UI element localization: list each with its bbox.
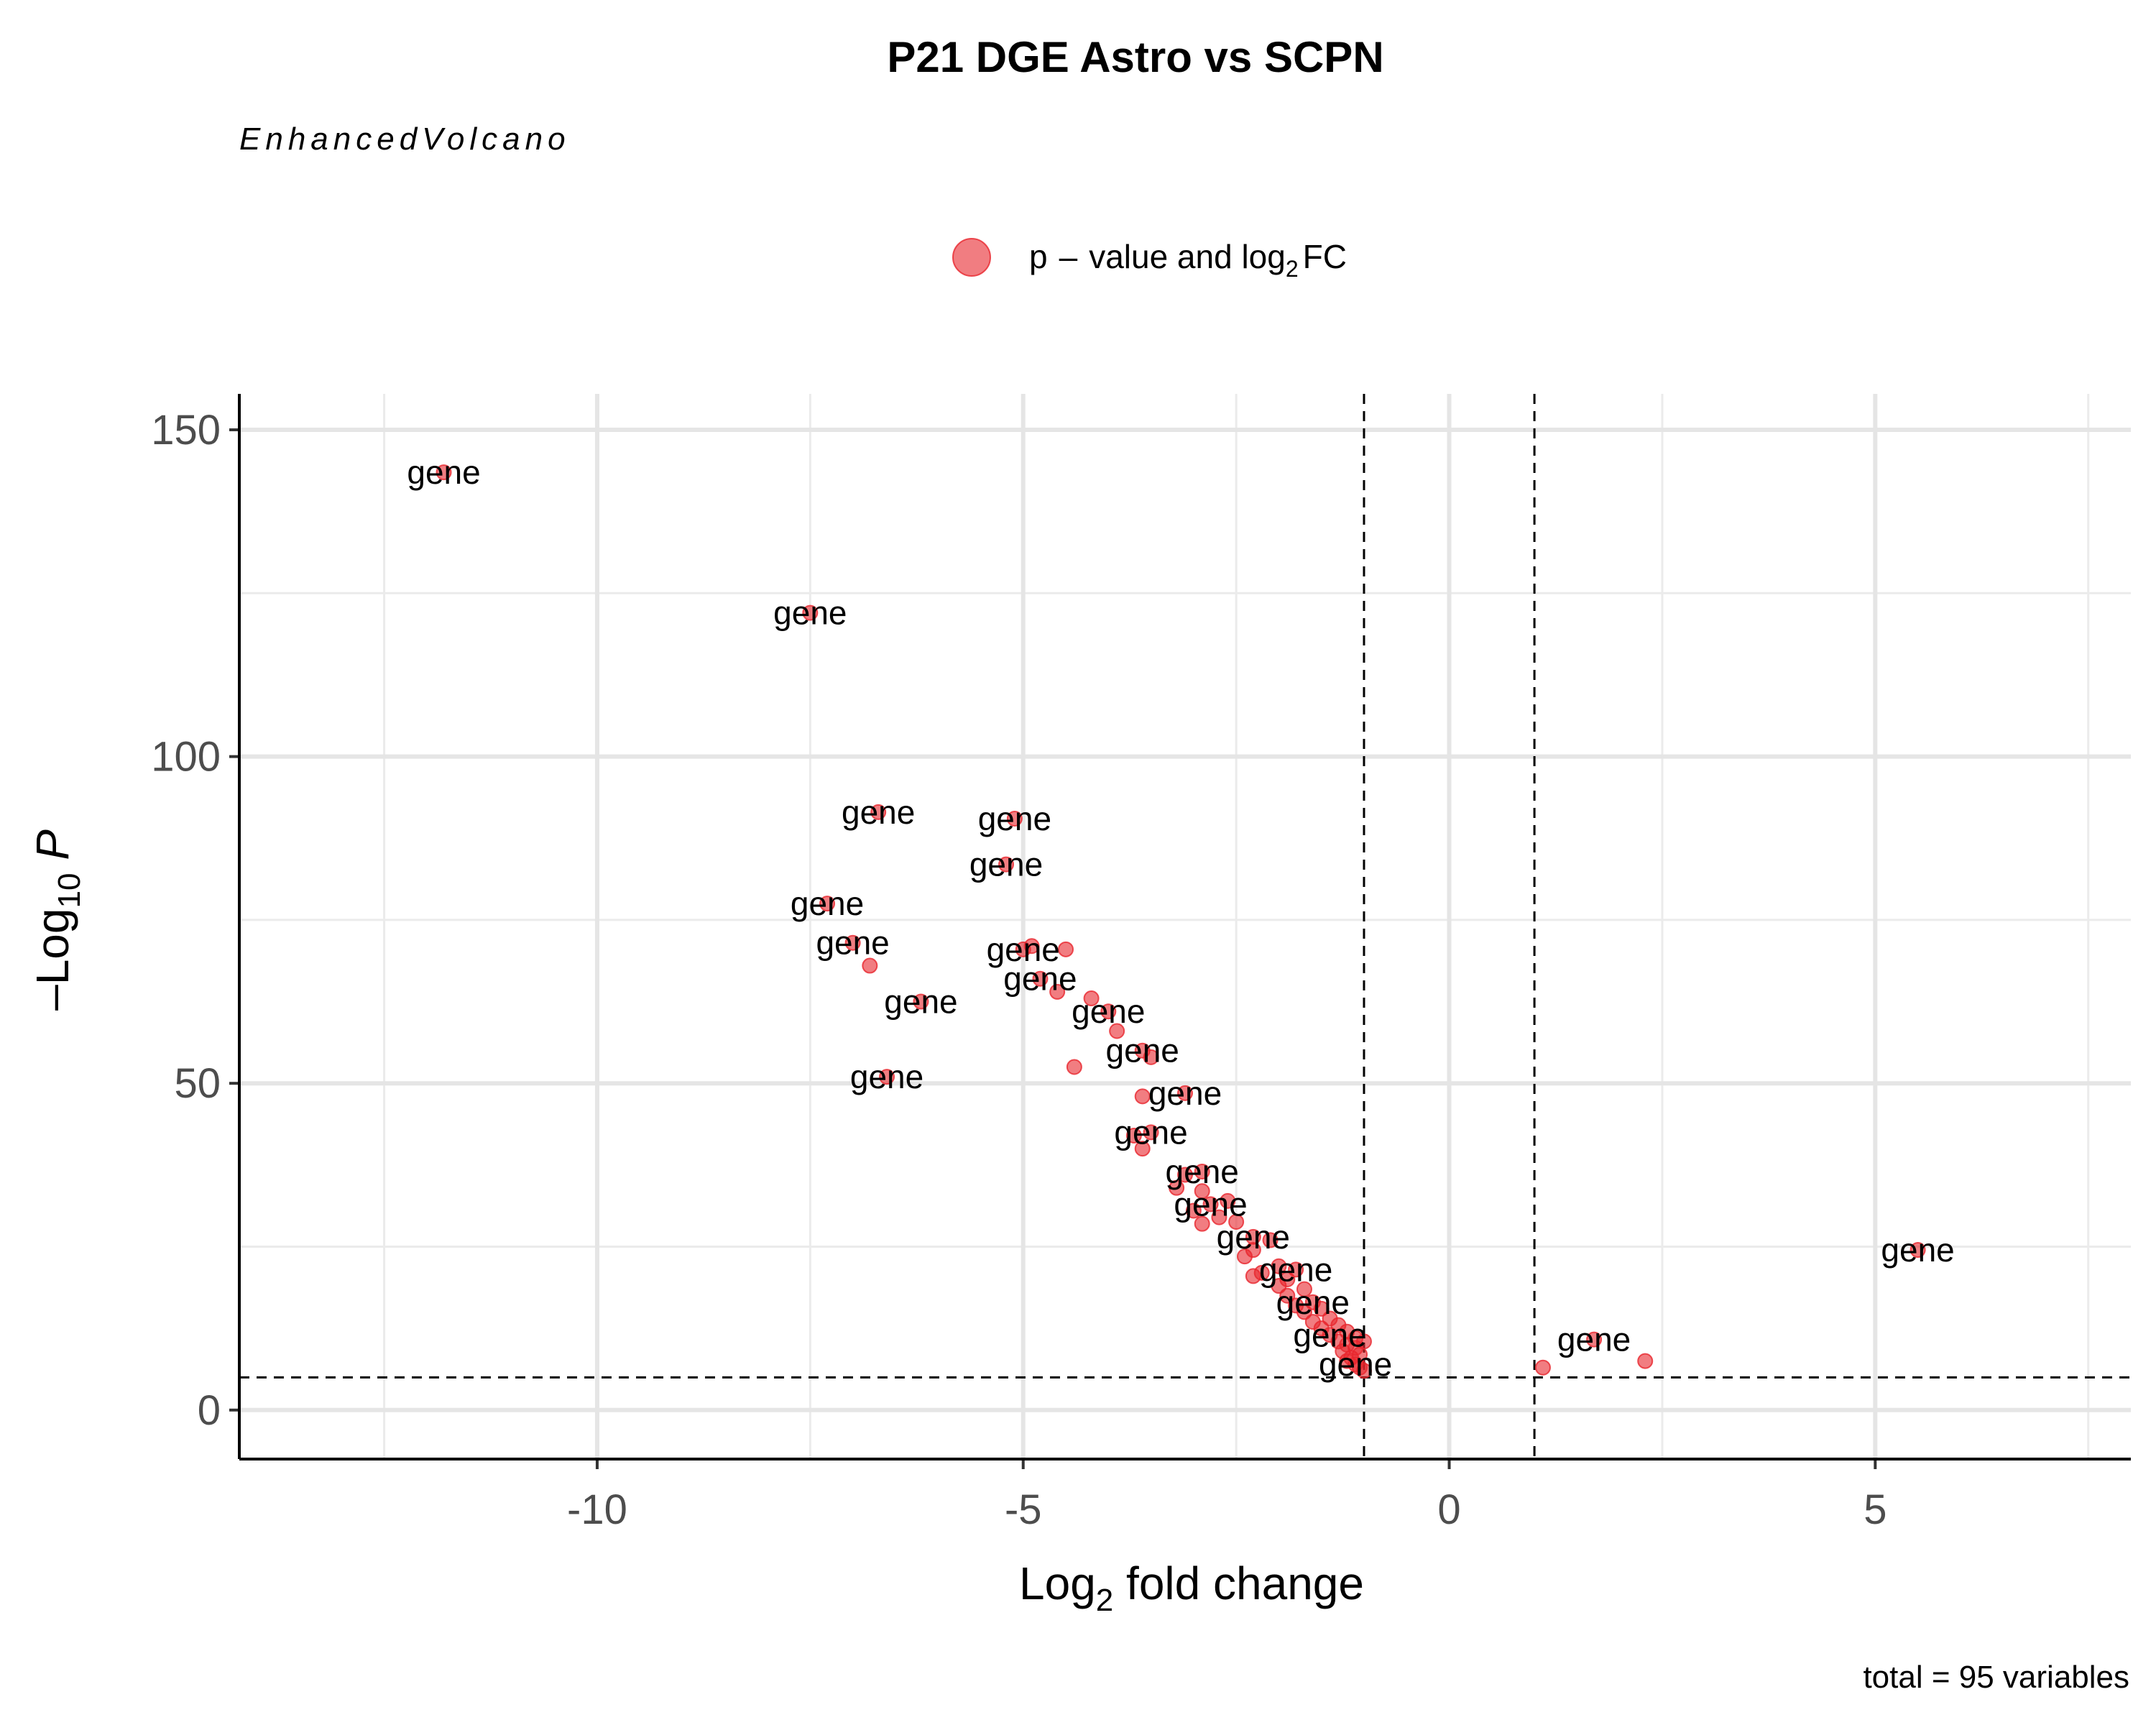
grid <box>239 394 2131 1459</box>
data-point <box>1279 1287 1296 1304</box>
y-tick-label: 50 <box>174 1060 221 1107</box>
data-point <box>1143 1049 1159 1065</box>
data-point <box>1194 1183 1210 1200</box>
data-point <box>802 604 819 621</box>
point-label: gene <box>978 800 1051 837</box>
point-label: gene <box>1106 1032 1179 1070</box>
legend-marker <box>952 238 991 277</box>
data-point <box>1355 1363 1372 1379</box>
data-point <box>1313 1300 1330 1317</box>
point-label: gene <box>987 931 1060 968</box>
data-point <box>1143 1124 1159 1141</box>
chart-caption: total = 95 variables <box>1863 1660 2129 1695</box>
data-point <box>1534 1359 1551 1376</box>
data-point <box>1288 1261 1304 1278</box>
point-label: gene <box>1166 1153 1239 1190</box>
chart-subtitle: EnhancedVolcano <box>239 121 571 157</box>
x-axis-title: Log2 fold change <box>1019 1558 1364 1618</box>
data-point <box>819 896 836 912</box>
point-label: gene <box>884 983 957 1021</box>
point-label: gene <box>1276 1284 1350 1321</box>
data-point <box>1245 1268 1261 1284</box>
data-point <box>913 993 929 1010</box>
data-point <box>1109 1023 1125 1039</box>
data-point <box>1211 1209 1227 1225</box>
point-label: gene <box>969 846 1043 883</box>
data-point <box>1083 990 1100 1007</box>
data-point <box>1177 1085 1193 1101</box>
x-tick-label: -10 <box>567 1486 627 1533</box>
point-label: gene <box>816 924 889 962</box>
data-points <box>436 464 1926 1379</box>
data-point <box>436 464 452 481</box>
cutoff-lines <box>239 394 2131 1459</box>
data-point <box>844 934 861 951</box>
data-point <box>998 856 1015 873</box>
point-label: gene <box>1557 1321 1631 1358</box>
chart-title: P21 DGE Astro vs SCPN <box>887 33 1383 81</box>
legend: p – value and log2 FC <box>952 238 1347 282</box>
point-label: gene <box>1217 1218 1290 1256</box>
data-point <box>1296 1304 1312 1320</box>
point-label: gene <box>1259 1251 1332 1288</box>
data-point <box>1185 1202 1202 1219</box>
point-label: gene <box>1881 1231 1954 1269</box>
data-point <box>1194 1215 1210 1232</box>
data-point <box>1637 1353 1654 1369</box>
x-tick-label: 0 <box>1437 1486 1460 1533</box>
point-label: gene <box>842 794 915 831</box>
point-label: gene <box>1293 1316 1366 1353</box>
point-label: gene <box>1174 1185 1247 1223</box>
x-tick-label: -5 <box>1005 1486 1042 1533</box>
data-point <box>1032 970 1049 987</box>
point-label: gene <box>773 594 847 632</box>
data-point <box>1134 1088 1151 1105</box>
data-point <box>1271 1258 1287 1274</box>
y-tick-label: 150 <box>151 407 221 454</box>
point-label: gene <box>407 454 480 491</box>
data-point <box>879 1069 895 1085</box>
data-point <box>1023 938 1040 954</box>
point-label: gene <box>850 1058 923 1095</box>
data-point <box>1006 810 1023 827</box>
data-point <box>1100 1003 1117 1020</box>
data-point <box>1296 1281 1312 1297</box>
data-point <box>1049 983 1066 1000</box>
point-label: gene <box>1003 960 1077 998</box>
data-point <box>1228 1213 1245 1230</box>
legend-label: p – value and log2 FC <box>1029 238 1347 282</box>
data-point <box>870 804 887 820</box>
data-point <box>1220 1192 1236 1209</box>
data-point <box>1236 1248 1253 1265</box>
data-point <box>1586 1331 1603 1348</box>
data-point <box>1125 1127 1142 1144</box>
data-point <box>1134 1141 1151 1157</box>
point-label: gene <box>1114 1113 1187 1151</box>
y-tick-label: 100 <box>151 734 221 781</box>
y-tick-label: 0 <box>198 1387 221 1434</box>
data-point <box>1177 1167 1193 1183</box>
data-point <box>1169 1179 1185 1196</box>
data-point <box>1194 1163 1210 1179</box>
x-tick-label: 5 <box>1864 1486 1886 1533</box>
data-point <box>1909 1242 1926 1259</box>
axes <box>229 394 2131 1469</box>
data-point <box>1066 1059 1082 1075</box>
data-point <box>862 957 878 974</box>
point-label: gene <box>791 885 864 922</box>
point-label: gene <box>1072 993 1145 1030</box>
data-point <box>1271 1278 1287 1294</box>
data-point <box>1058 941 1074 957</box>
data-point <box>1262 1232 1279 1248</box>
point-label: gene <box>1319 1346 1392 1383</box>
point-label: gene <box>1148 1075 1222 1112</box>
y-axis-title: –Log10 P <box>27 829 87 1011</box>
data-point <box>1202 1196 1219 1213</box>
